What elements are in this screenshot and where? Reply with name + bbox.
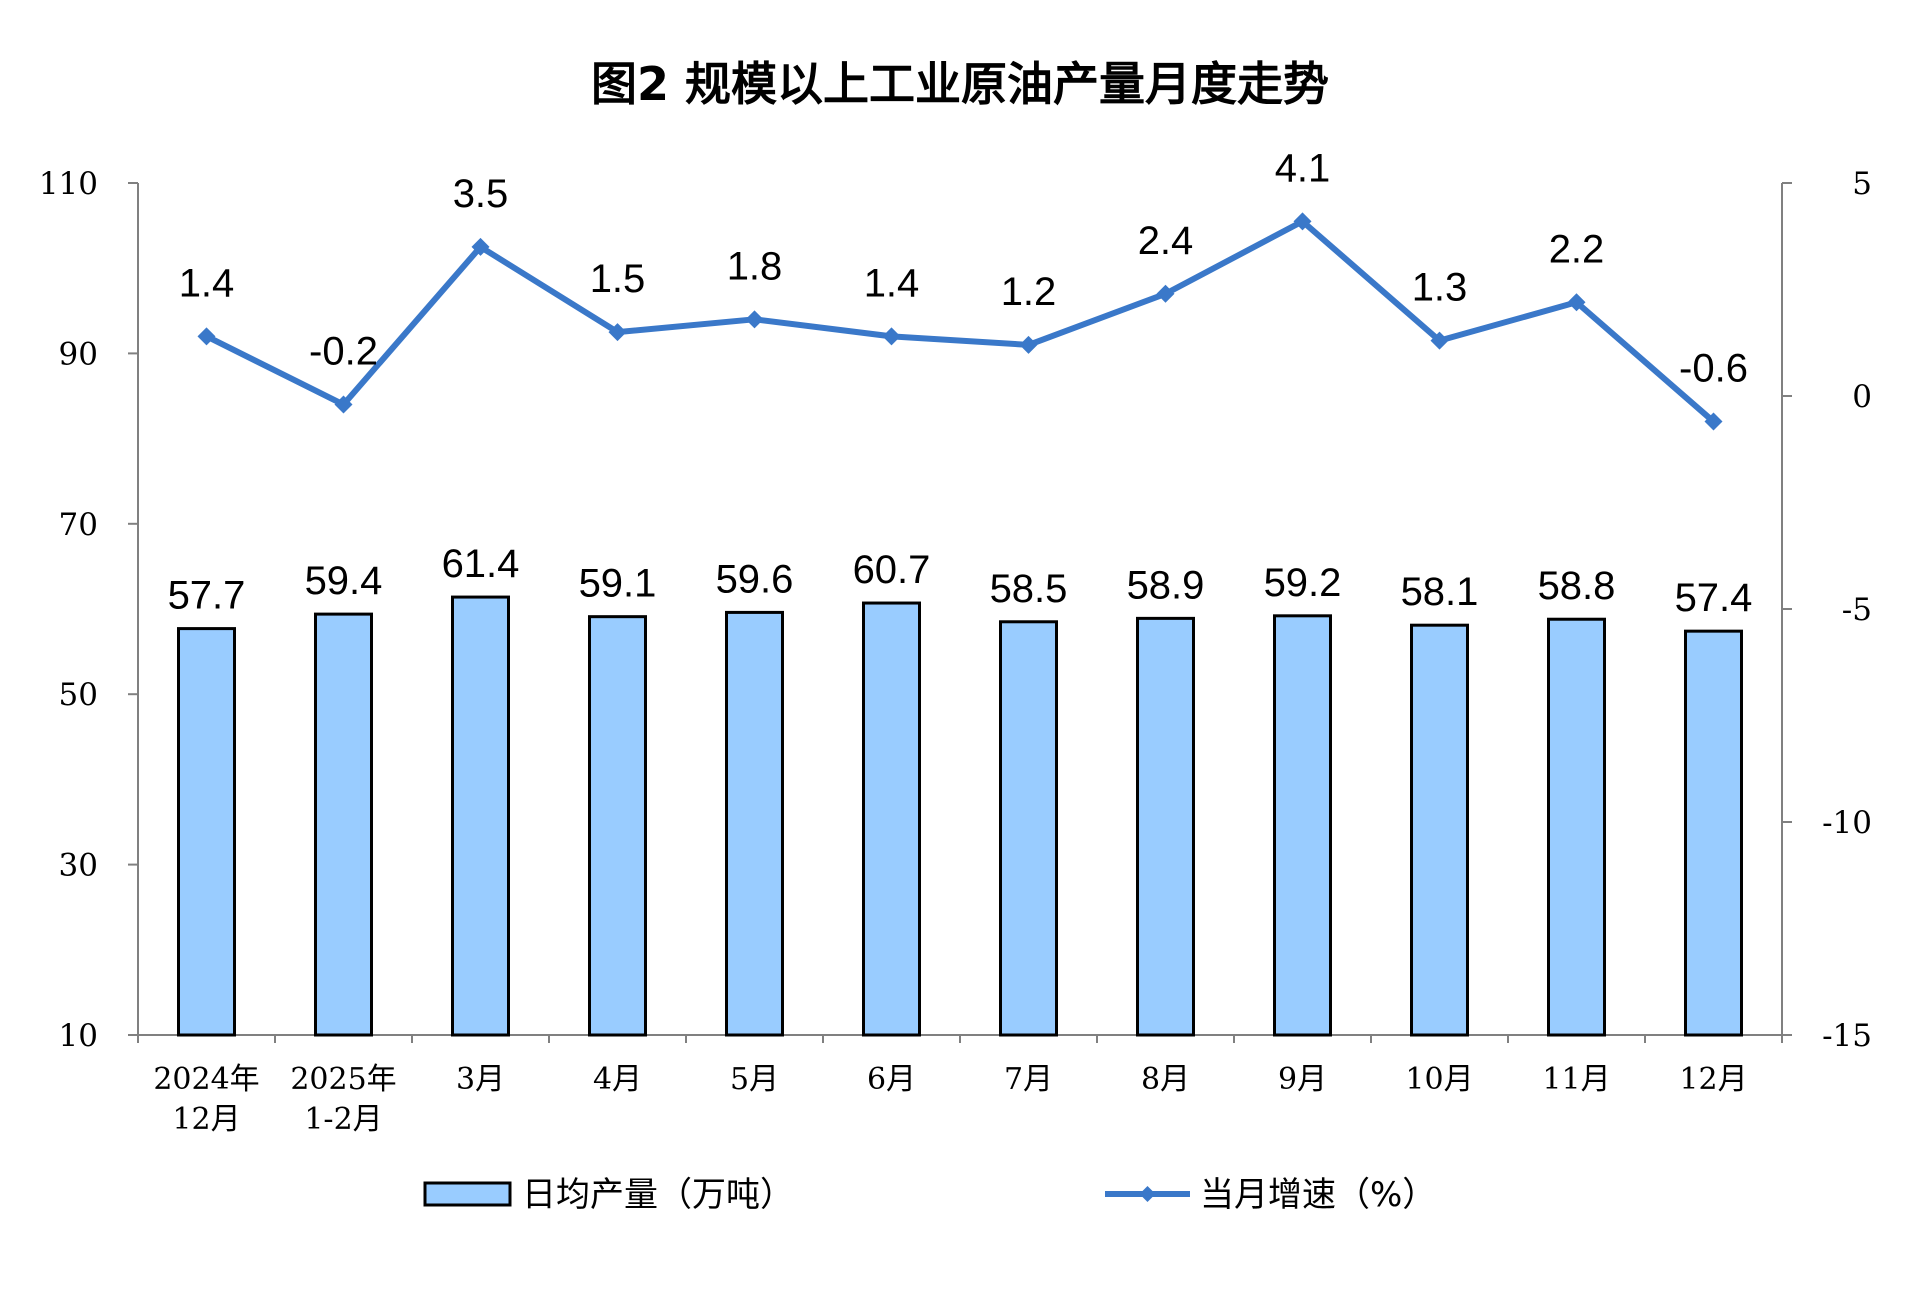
line-data-label: -0.2 — [309, 330, 378, 374]
growth-line — [205, 218, 1716, 424]
bar-data-label: 59.2 — [1264, 561, 1342, 605]
line-point-marker — [1156, 284, 1175, 303]
line-data-label: -0.6 — [1679, 347, 1748, 391]
y-right-tick-label: -5 — [1842, 592, 1872, 628]
line-data-label: 2.4 — [1138, 219, 1194, 263]
y-right-tick-label: 5 — [1852, 166, 1872, 202]
bar — [588, 615, 647, 1037]
bar — [451, 595, 510, 1037]
bar — [1547, 617, 1606, 1037]
bar — [314, 612, 373, 1037]
line-point-marker — [608, 323, 627, 342]
line-point-marker — [882, 327, 901, 346]
x-tick-label: 2024年 — [153, 1062, 259, 1097]
x-tick-label: 2025年 — [290, 1062, 396, 1097]
line-point-marker — [1293, 212, 1312, 231]
bar — [1684, 629, 1743, 1037]
line-point-marker — [197, 327, 216, 346]
bar — [177, 627, 236, 1037]
legend-line-label: 当月增速（%） — [1200, 1175, 1436, 1215]
line-data-label: 1.8 — [727, 244, 783, 288]
y-left-tick-label: 30 — [59, 848, 98, 884]
x-tick-label: 12月 — [172, 1102, 240, 1137]
y-left-tick-label: 90 — [59, 336, 98, 372]
bar — [725, 610, 784, 1037]
legend-bar-label: 日均产量（万吨） — [522, 1175, 794, 1215]
x-tick-label: 8月 — [1141, 1062, 1190, 1097]
line-data-label: 4.1 — [1275, 146, 1331, 190]
legend-bar-swatch — [423, 1181, 512, 1207]
bar-data-label: 59.4 — [305, 559, 383, 603]
legend: 日均产量（万吨） 当月增速（%） — [423, 1175, 1436, 1215]
line-point-marker — [745, 310, 764, 329]
x-tick-label: 9月 — [1278, 1062, 1327, 1097]
line-data-label: 1.4 — [864, 261, 920, 305]
bar — [1273, 614, 1332, 1037]
line-data-label: 2.2 — [1549, 227, 1605, 271]
legend-line-marker — [1139, 1186, 1156, 1202]
y-left-tick-label: 50 — [59, 677, 98, 713]
line-series — [197, 212, 1723, 431]
line-data-label: 1.5 — [590, 257, 646, 301]
x-tick-label: 10月 — [1405, 1062, 1473, 1097]
x-tick-label: 4月 — [593, 1062, 642, 1097]
line-data-label: 1.2 — [1001, 270, 1057, 314]
y-right-tick-label: -15 — [1822, 1018, 1872, 1054]
x-tick-label: 5月 — [730, 1062, 779, 1097]
bar-data-label: 57.4 — [1675, 576, 1753, 620]
x-tick-label: 3月 — [456, 1062, 505, 1097]
x-tick-label: 1-2月 — [304, 1102, 382, 1137]
y-left-tick-label: 10 — [59, 1018, 98, 1054]
chart-title: 图2 规模以上工业原油产量月度走势 — [591, 57, 1329, 111]
bar-data-label: 57.7 — [168, 574, 246, 618]
bar-data-label: 60.7 — [853, 548, 931, 592]
y-left-tick-label: 110 — [39, 166, 98, 202]
bar-data-label: 59.1 — [579, 562, 657, 606]
bar — [862, 601, 921, 1037]
x-tick-label: 11月 — [1542, 1062, 1610, 1097]
data-labels: 57.7 59.4 61.4 59.1 59.6 60.7 58.5 58.9 59.2 58.1… — [168, 146, 1753, 620]
y-left-tick-label: 70 — [59, 507, 98, 543]
line-data-label: 1.4 — [179, 261, 235, 305]
y-right-tick-label: -10 — [1822, 805, 1872, 841]
bar-data-label: 58.5 — [990, 567, 1068, 611]
bar-data-label: 58.9 — [1127, 563, 1205, 607]
bar — [1136, 616, 1195, 1037]
bar-data-label: 58.1 — [1401, 570, 1479, 614]
line-point-marker — [1567, 293, 1586, 312]
line-point-marker — [1019, 335, 1038, 354]
y-right-tick-label: 0 — [1852, 379, 1872, 415]
line-data-label: 3.5 — [453, 172, 509, 216]
x-tick-label: 12月 — [1679, 1062, 1747, 1097]
line-point-marker — [471, 237, 490, 256]
bar-data-label: 59.6 — [716, 557, 794, 601]
line-data-label: 1.3 — [1412, 266, 1468, 310]
line-point-marker — [334, 395, 353, 414]
x-tick-label: 7月 — [1004, 1062, 1053, 1097]
line-point-marker — [1430, 331, 1449, 350]
bar — [999, 620, 1058, 1037]
bar-data-label: 61.4 — [442, 542, 520, 586]
line-point-marker — [1704, 412, 1723, 431]
x-tick-label: 6月 — [867, 1062, 916, 1097]
bar — [1410, 623, 1469, 1037]
bar-data-label: 58.8 — [1538, 564, 1616, 608]
bar-series — [177, 595, 1743, 1037]
